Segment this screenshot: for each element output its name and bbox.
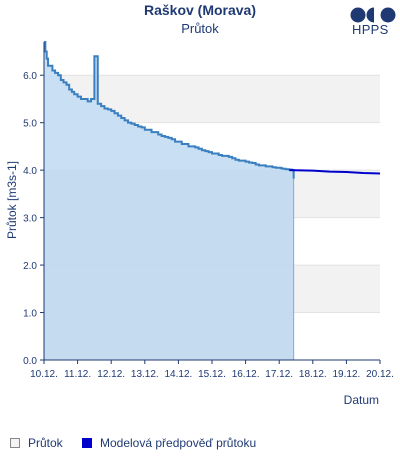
series-forecast-line bbox=[289, 169, 381, 175]
legend-label-forecast: Modelová předpověď průtoku bbox=[100, 436, 257, 450]
x-tick-label: 14.12. bbox=[164, 369, 192, 380]
y-tick-label: 4.0 bbox=[23, 166, 37, 177]
x-axis-label: Datum bbox=[344, 393, 379, 407]
legend-label-observed: Průtok bbox=[28, 436, 63, 450]
logo-text: HPPS bbox=[352, 22, 389, 37]
x-tick-label: 18.12. bbox=[299, 369, 327, 380]
x-tick-label: 13.12. bbox=[131, 369, 159, 380]
series-observed-line bbox=[44, 41, 295, 179]
y-tick-label: 1.0 bbox=[23, 309, 37, 320]
x-tick-label: 12.12. bbox=[97, 369, 125, 380]
hpps-logo bbox=[350, 7, 396, 23]
chart-subtitle: Průtok bbox=[181, 21, 219, 36]
x-tick-label: 15.12. bbox=[198, 369, 226, 380]
legend-swatch-observed bbox=[10, 438, 20, 448]
legend-item-observed[interactable]: Průtok bbox=[10, 436, 63, 450]
y-tick-label: 0.0 bbox=[23, 356, 37, 367]
x-tick-label: 10.12. bbox=[30, 369, 58, 380]
y-tick-label: 5.0 bbox=[23, 119, 37, 130]
y-tick-label: 2.0 bbox=[23, 261, 37, 272]
y-tick-label: 3.0 bbox=[23, 214, 37, 225]
chart-title: Raškov (Morava) bbox=[143, 2, 257, 18]
x-tick-label: 17.12. bbox=[265, 369, 293, 380]
legend-item-forecast[interactable]: Modelová předpověď průtoku bbox=[82, 436, 256, 450]
x-tick-label: 11.12. bbox=[64, 369, 91, 380]
legend-swatch-forecast bbox=[82, 438, 92, 448]
y-axis-label: Průtok [m3s-1] bbox=[5, 161, 19, 239]
x-tick-label: 20.12. bbox=[366, 369, 394, 380]
series-observed-area bbox=[44, 42, 294, 360]
y-tick-label: 6.0 bbox=[23, 71, 37, 82]
x-tick-label: 19.12. bbox=[332, 369, 360, 380]
series-observed-shade bbox=[44, 170, 294, 360]
x-tick-label: 16.12. bbox=[232, 369, 260, 380]
